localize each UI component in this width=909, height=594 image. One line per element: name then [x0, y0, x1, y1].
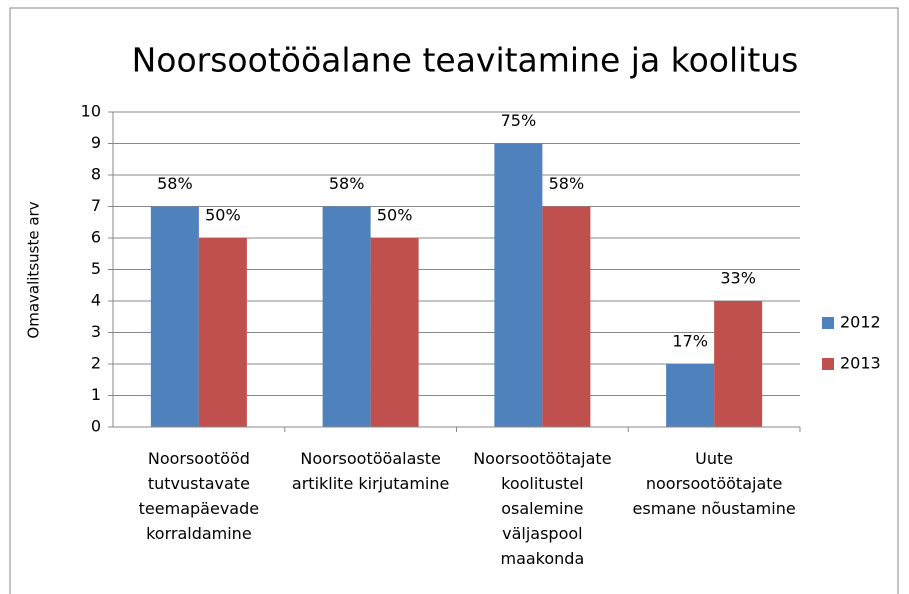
data-label: 75% [501, 111, 537, 130]
y-tick-label: 6 [91, 228, 101, 247]
data-label: 58% [329, 174, 365, 193]
bar [322, 206, 371, 427]
y-tick-label: 5 [91, 259, 101, 278]
x-tick-label: Uute noorsootöötajate esmane nõustamine [633, 449, 796, 518]
x-tick-label: Noorsootööalaste artiklite kirjutamine [292, 449, 449, 493]
data-label: 17% [672, 332, 708, 351]
legend-swatch [822, 358, 834, 370]
bar [370, 238, 419, 427]
y-tick-label: 9 [91, 133, 101, 152]
data-label: 50% [377, 206, 413, 225]
legend-label: 2013 [840, 354, 881, 373]
y-tick-label: 3 [91, 322, 101, 341]
y-tick-label: 4 [91, 291, 101, 310]
data-label: 58% [549, 174, 585, 193]
y-tick-label: 8 [91, 165, 101, 184]
legend-label: 2012 [840, 313, 881, 332]
data-label: 33% [720, 269, 756, 288]
bar [666, 364, 715, 427]
y-tick-label: 2 [91, 354, 101, 373]
bar [198, 238, 247, 427]
y-tick-label: 0 [91, 417, 101, 436]
x-tick-label: Noorsootööd tutvustavate teemapäevade korra… [139, 449, 259, 543]
bar [150, 206, 199, 427]
y-tick-label: 7 [91, 196, 101, 215]
x-tick-label: Noorsootöötajate koolitustel osalemine välj… [473, 449, 611, 568]
bar [714, 301, 763, 427]
chart-title: Noorsootööalane teavitamine ja koolitus [132, 41, 799, 80]
bar [494, 143, 543, 427]
legend-swatch [822, 317, 834, 329]
data-label: 50% [205, 206, 241, 225]
y-tick-label: 1 [91, 385, 101, 404]
data-label: 58% [157, 174, 193, 193]
y-axis-label: Omavalitsuste arv [25, 201, 43, 338]
bar [542, 206, 591, 427]
y-tick-label: 10 [81, 102, 101, 121]
